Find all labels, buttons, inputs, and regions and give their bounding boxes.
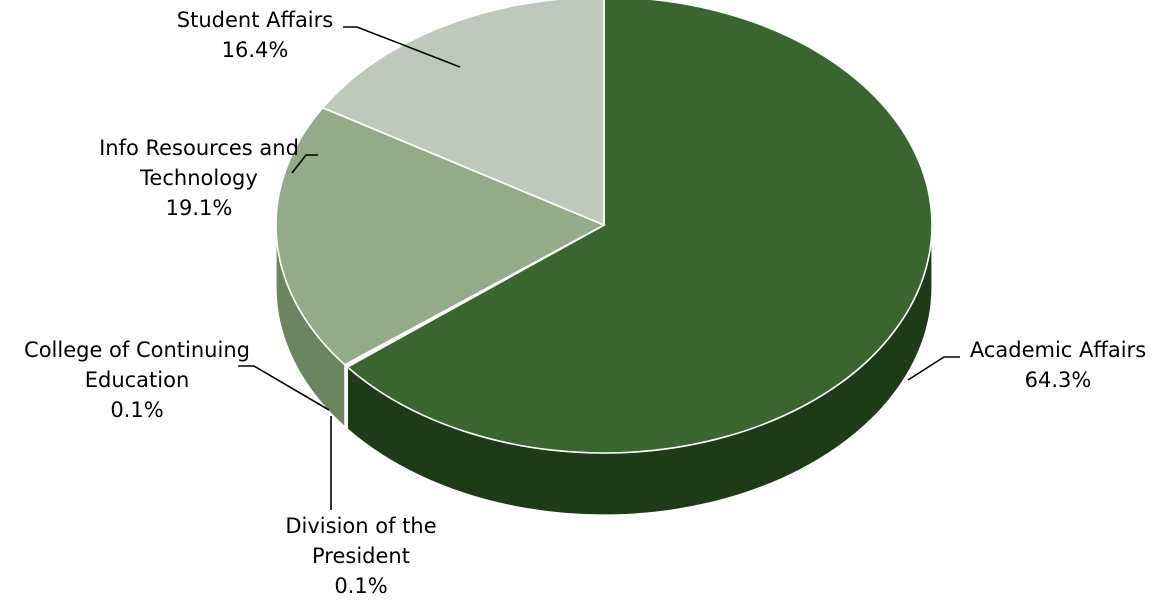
- leader-line-info-resources-and-technology: [291, 154, 318, 174]
- pie-slice-info-resources-and-technology: [275, 106, 606, 366]
- leader-line-college-of-continuing-education: [238, 365, 330, 411]
- data-labels: Academic Affairs 64.3% Division of the Pres…: [24, 8, 1146, 598]
- pie-slice-academic-affairs: [345, 0, 933, 454]
- value-label-student-affairs: 16.4%: [222, 38, 289, 62]
- leader-lines: [238, 26, 960, 510]
- value-label-college-of-continuing-education: 0.1%: [110, 398, 163, 422]
- leader-line-student-affairs: [343, 26, 461, 68]
- value-label-academic-affairs: 64.3%: [1025, 368, 1092, 392]
- category-label-college-of-continuing-education: Education: [85, 368, 190, 392]
- category-label-student-affairs: Student Affairs: [177, 8, 333, 32]
- pie-slice-student-affairs: [321, 0, 605, 227]
- category-label-college-of-continuing-education: College of Continuing: [24, 338, 250, 362]
- category-label-division-of-the-president: Division of the: [285, 514, 436, 538]
- pie-slices: [275, 0, 933, 454]
- leader-line-academic-affairs: [907, 356, 960, 381]
- category-label-academic-affairs: Academic Affairs: [970, 338, 1146, 362]
- category-label-info-resources-and-technology: Technology: [139, 166, 258, 190]
- category-label-division-of-the-president: President: [312, 544, 410, 568]
- value-label-division-of-the-president: 0.1%: [334, 574, 387, 598]
- value-label-info-resources-and-technology: 19.1%: [166, 196, 233, 220]
- category-label-info-resources-and-technology: Info Resources and: [99, 136, 299, 160]
